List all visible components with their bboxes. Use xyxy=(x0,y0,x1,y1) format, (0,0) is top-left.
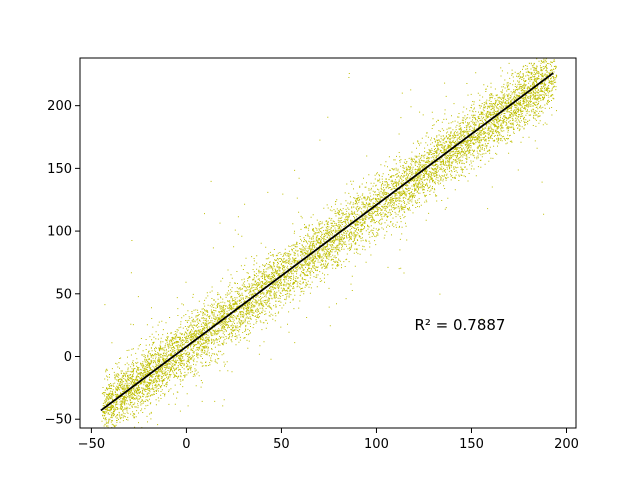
x-tick-label: −50 xyxy=(78,437,105,452)
plot-frame xyxy=(79,57,577,429)
scatter-point-cloud xyxy=(101,58,558,429)
x-axis: −50 0 50 100 150 200 xyxy=(78,428,579,452)
y-tick-label: −50 xyxy=(45,413,72,428)
x-tick-label: 0 xyxy=(182,437,190,452)
scatter-points xyxy=(101,58,558,429)
r-squared-annotation: R² = 0.7887 xyxy=(414,316,505,334)
y-tick-label: 150 xyxy=(47,162,72,177)
x-tick-label: 150 xyxy=(459,437,484,452)
x-tick-label: 100 xyxy=(364,437,389,452)
y-tick-label: 100 xyxy=(47,225,72,240)
x-tick-label: 200 xyxy=(554,437,579,452)
regression-line xyxy=(100,72,554,412)
y-axis: −50 0 50 100 150 200 xyxy=(45,99,80,428)
x-tick-label: 50 xyxy=(273,437,290,452)
y-tick-label: 50 xyxy=(55,287,72,302)
y-tick-label: 0 xyxy=(64,350,72,365)
y-tick-label: 200 xyxy=(47,99,72,114)
